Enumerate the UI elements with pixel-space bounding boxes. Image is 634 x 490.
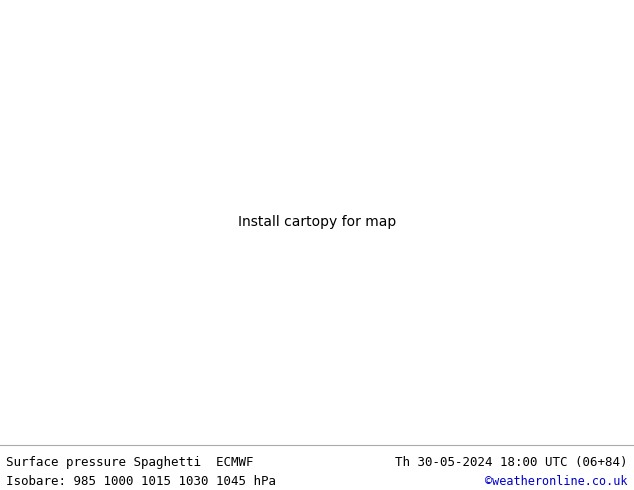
- Text: ©weatheronline.co.uk: ©weatheronline.co.uk: [485, 475, 628, 488]
- Text: Th 30-05-2024 18:00 UTC (06+84): Th 30-05-2024 18:00 UTC (06+84): [395, 456, 628, 469]
- Text: Surface pressure Spaghetti  ECMWF: Surface pressure Spaghetti ECMWF: [6, 456, 254, 469]
- Text: Isobare: 985 1000 1015 1030 1045 hPa: Isobare: 985 1000 1015 1030 1045 hPa: [6, 475, 276, 488]
- Text: Install cartopy for map: Install cartopy for map: [238, 216, 396, 229]
